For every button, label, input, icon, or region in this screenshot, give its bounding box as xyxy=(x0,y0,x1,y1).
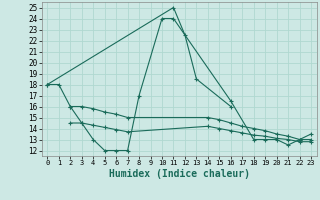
X-axis label: Humidex (Indice chaleur): Humidex (Indice chaleur) xyxy=(109,169,250,179)
